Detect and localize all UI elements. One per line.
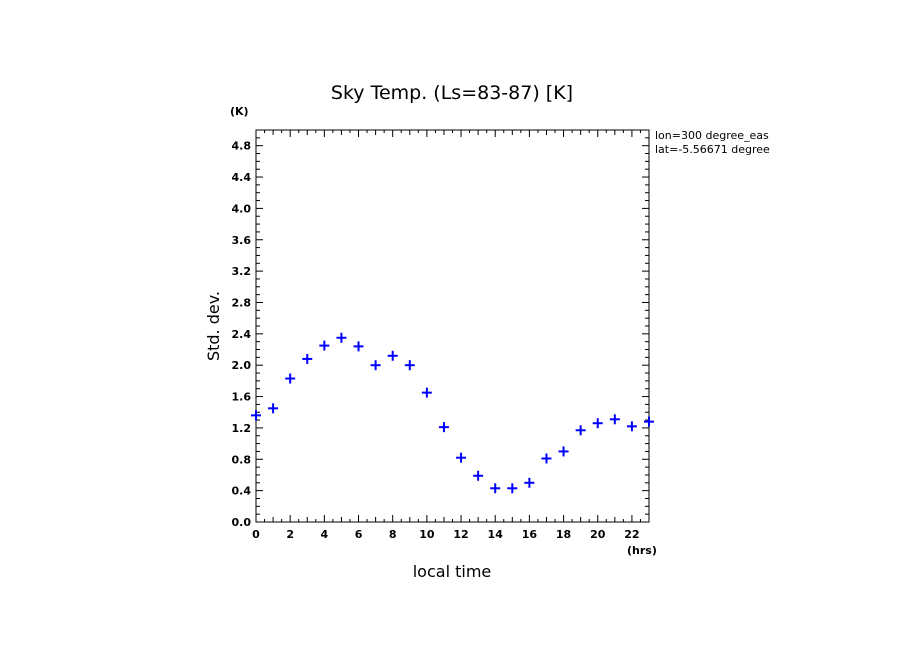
y-tick-label: 2.0 xyxy=(232,359,252,372)
x-tick-label: 2 xyxy=(286,528,294,541)
data-point xyxy=(524,477,535,488)
y-tick-label: 4.8 xyxy=(232,140,252,153)
x-tick-label: 14 xyxy=(488,528,504,541)
x-tick-label: 10 xyxy=(419,528,435,541)
x-unit-label: (hrs) xyxy=(627,544,657,557)
y-tick-label: 1.6 xyxy=(232,391,252,404)
data-point xyxy=(268,403,279,414)
x-axis-label: local time xyxy=(413,562,492,581)
y-tick-label: 0.4 xyxy=(232,485,252,498)
y-axis-ticks: 0.0 0.4 0.8 1.2 1.6 2.0 2.4 2.8 3.2 3.6 4.0 4.4 4.8 xyxy=(232,129,649,529)
data-point xyxy=(626,421,637,432)
data-point xyxy=(251,410,261,421)
x-tick-label: 16 xyxy=(522,528,538,541)
data-points xyxy=(251,332,654,494)
x-tick-label: 6 xyxy=(355,528,363,541)
y-tick-label: 4.4 xyxy=(232,171,252,184)
data-point xyxy=(421,387,432,398)
data-point xyxy=(456,452,467,463)
data-point xyxy=(609,414,620,425)
data-point xyxy=(490,483,501,494)
data-point xyxy=(507,483,518,494)
x-tick-label: 4 xyxy=(321,528,329,541)
y-tick-label: 0.0 xyxy=(232,516,252,529)
data-point xyxy=(319,340,330,351)
data-point xyxy=(644,416,654,427)
data-point xyxy=(387,350,398,361)
x-tick-label: 8 xyxy=(389,528,397,541)
data-point xyxy=(473,470,484,481)
data-point xyxy=(302,353,313,364)
data-point xyxy=(370,360,381,371)
data-point xyxy=(336,332,347,343)
x-tick-label: 22 xyxy=(624,528,639,541)
x-tick-label: 12 xyxy=(453,528,468,541)
y-tick-label: 2.4 xyxy=(232,328,252,341)
y-tick-label: 0.8 xyxy=(232,453,252,466)
x-tick-label: 20 xyxy=(590,528,606,541)
y-axis-label: Std. dev. xyxy=(204,291,223,361)
y-tick-label: 3.6 xyxy=(232,234,252,247)
x-tick-label: 0 xyxy=(252,528,260,541)
data-point xyxy=(541,453,552,464)
y-tick-label: 1.2 xyxy=(232,422,252,435)
data-point xyxy=(404,360,415,371)
y-unit-label: (K) xyxy=(230,105,249,118)
plot-frame xyxy=(255,129,650,523)
chart-title: Sky Temp. (Ls=83-87) [K] xyxy=(331,82,573,104)
x-tick-label: 18 xyxy=(556,528,571,541)
data-point xyxy=(575,425,586,436)
y-tick-label: 2.8 xyxy=(232,296,252,309)
x-axis-ticks: 0 2 4 6 8 10 12 14 16 18 20 22 xyxy=(252,130,650,541)
y-tick-label: 4.0 xyxy=(232,202,252,215)
data-point xyxy=(285,373,296,384)
y-tick-label: 3.2 xyxy=(232,265,252,278)
data-point xyxy=(592,418,603,429)
data-point xyxy=(558,446,569,457)
annotation-lat: lat=-5.56671 degree xyxy=(655,143,770,156)
data-point xyxy=(438,422,449,433)
annotation-lon: lon=300 degree_eas xyxy=(655,129,769,142)
data-point xyxy=(353,341,364,352)
